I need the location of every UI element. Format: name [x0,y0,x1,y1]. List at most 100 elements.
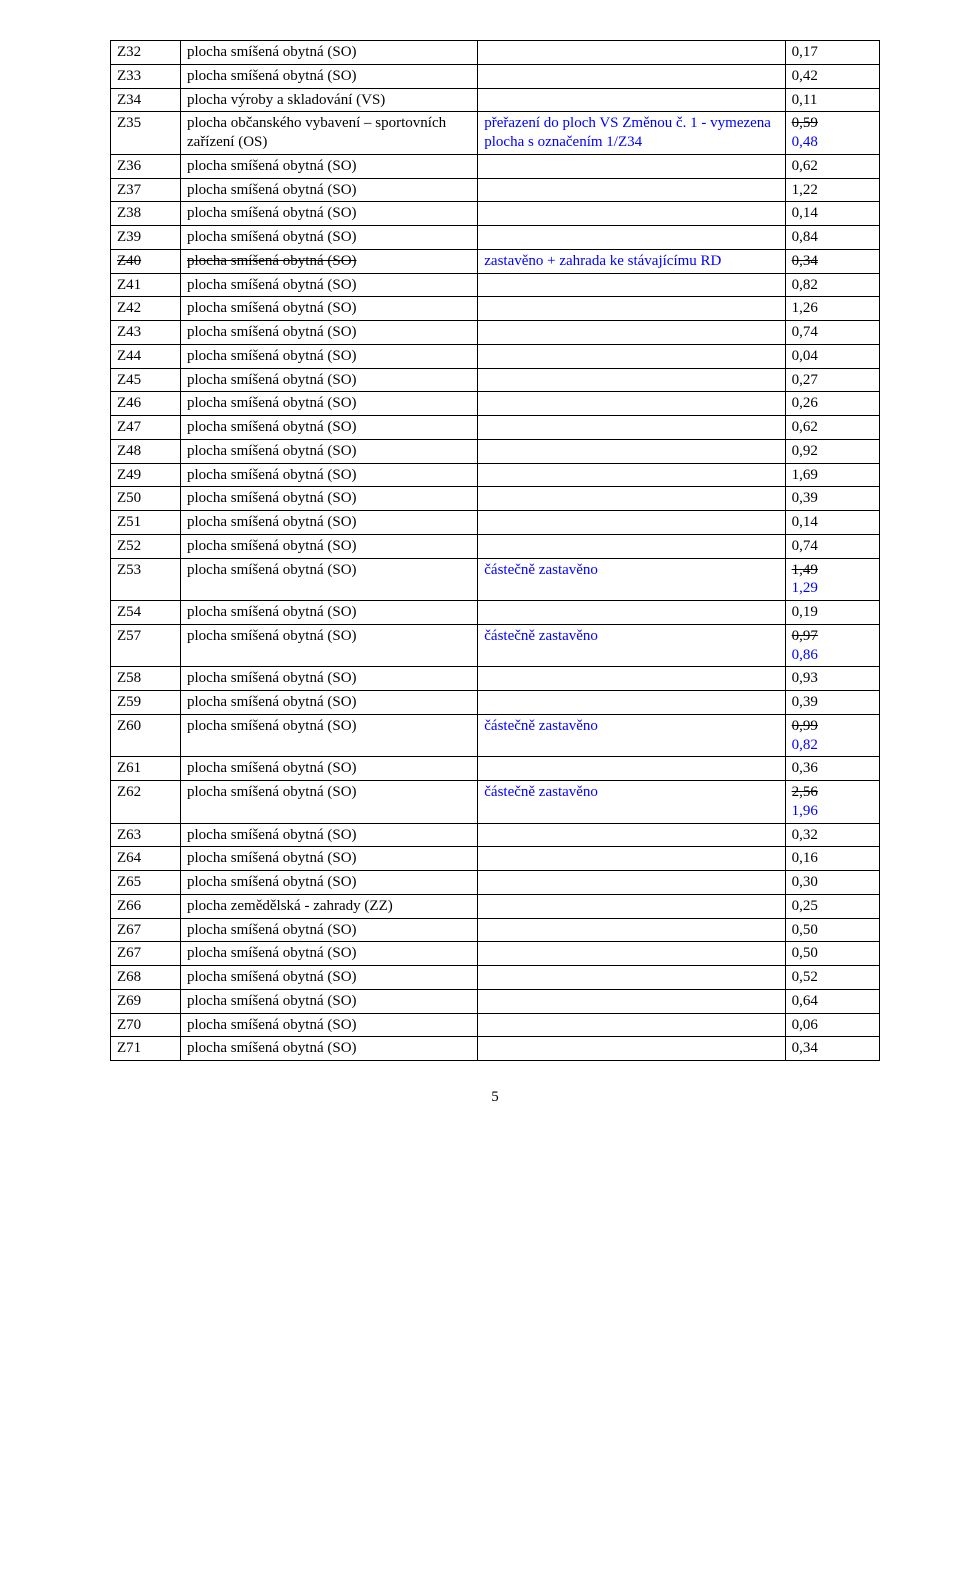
cell-note: částečně zastavěno [478,624,785,667]
note-text: částečně zastavěno [484,562,598,578]
code-text: Z42 [117,300,141,316]
cell-desc: plocha smíšená obytná (SO) [181,781,478,824]
cell-code: Z38 [111,202,181,226]
cell-code: Z50 [111,487,181,511]
cell-code: Z33 [111,64,181,88]
cell-note [478,88,785,112]
table-row: Z71plocha smíšená obytná (SO) 0,34 [111,1037,880,1061]
code-text: Z50 [117,490,141,506]
cell-note: částečně zastavěno [478,714,785,757]
value-text: 0,92 [792,443,818,459]
desc-text: plocha smíšená obytná (SO) [187,205,357,221]
cell-desc: plocha smíšená obytná (SO) [181,202,478,226]
table-row: Z43 plocha smíšená obytná (SO) 0,74 [111,321,880,345]
desc-text: plocha občanského vybavení – sportovních… [187,115,446,150]
value-text: 0,14 [792,205,818,221]
desc-text: plocha smíšená obytná (SO) [187,562,357,578]
desc-text: plocha smíšená obytná (SO) [187,718,357,734]
desc-text: plocha výroby a skladování (VS) [187,92,385,108]
table-row: Z41plocha smíšená obytná (SO)0,82 [111,273,880,297]
cell-note [478,321,785,345]
cell-note [478,757,785,781]
code-text: Z47 [117,419,141,435]
cell-note [478,1013,785,1037]
code-text: Z35 [117,115,141,131]
table-row: Z34plocha výroby a skladování (VS)0,11 [111,88,880,112]
desc-text: plocha smíšená obytná (SO) [187,490,357,506]
value-text: 0,25 [792,898,818,914]
desc-text: plocha smíšená obytná (SO) [187,628,357,644]
cell-desc: plocha smíšená obytná (SO) [181,226,478,250]
table-row: Z59plocha smíšená obytná (SO)0,39 [111,691,880,715]
value-text: 0,97 [792,628,818,644]
table-row: Z52plocha smíšená obytná (SO)0,74 [111,534,880,558]
cell-note [478,894,785,918]
code-text: Z66 [117,898,141,914]
note-text: přeřazení do ploch VS Změnou č. 1 - vyme… [484,115,771,150]
note-text: částečně zastavěno [484,628,598,644]
table-row: Z65plocha smíšená obytná (SO)0,30 [111,871,880,895]
table-row: Z51plocha smíšená obytná (SO) 0,14 [111,511,880,535]
code-text: Z48 [117,443,141,459]
value-text: 2,56 [792,784,818,800]
cell-desc: plocha smíšená obytná (SO) [181,1037,478,1061]
cell-code: Z64 [111,847,181,871]
value-text: 0,62 [792,419,818,435]
value-text: 0,14 [792,514,818,530]
cell-value: 0,970,86 [785,624,879,667]
cell-code: Z51 [111,511,181,535]
code-text: Z36 [117,158,141,174]
code-text: Z40 [117,253,141,269]
cell-value: 0,06 [785,1013,879,1037]
desc-text: plocha zemědělská - zahrady (ZZ) [187,898,393,914]
cell-desc: plocha smíšená obytná (SO) [181,942,478,966]
cell-code: Z71 [111,1037,181,1061]
cell-note [478,368,785,392]
value-text: 0,27 [792,372,818,388]
note-text: zastavěno + zahrada ke stávajícímu RD [484,253,721,269]
value-text: 0,11 [792,92,818,108]
desc-text: plocha smíšená obytná (SO) [187,324,357,340]
code-text: Z37 [117,182,141,198]
cell-code: Z35 [111,112,181,155]
cell-code: Z58 [111,667,181,691]
cell-desc: plocha smíšená obytná (SO) [181,463,478,487]
cell-value: 1,69 [785,463,879,487]
cell-value: 0,62 [785,154,879,178]
code-text: Z62 [117,784,141,800]
cell-value: 1,26 [785,297,879,321]
code-text: Z58 [117,670,141,686]
code-text: Z65 [117,874,141,890]
code-text: Z67 [117,922,141,938]
cell-note: zastavěno + zahrada ke stávajícímu RD [478,249,785,273]
cell-value: 0,50 [785,942,879,966]
cell-value: 0,74 [785,321,879,345]
cell-value: 0,17 [785,41,879,65]
code-text: Z39 [117,229,141,245]
cell-code: Z59 [111,691,181,715]
code-text: Z53 [117,562,141,578]
value-text: 0,34 [792,1040,818,1056]
cell-note [478,41,785,65]
desc-text: plocha smíšená obytná (SO) [187,395,357,411]
table-row: Z60plocha smíšená obytná (SO)částečně za… [111,714,880,757]
cell-code: Z54 [111,601,181,625]
cell-desc: plocha smíšená obytná (SO) [181,847,478,871]
cell-code: Z68 [111,966,181,990]
value-text: 0,74 [792,538,818,554]
desc-text: plocha smíšená obytná (SO) [187,784,357,800]
cell-code: Z49 [111,463,181,487]
cell-value: 0,36 [785,757,879,781]
code-text: Z59 [117,694,141,710]
cell-note [478,439,785,463]
desc-text: plocha smíšená obytná (SO) [187,827,357,843]
cell-desc: plocha smíšená obytná (SO) [181,511,478,535]
cell-code: Z62 [111,781,181,824]
cell-desc: plocha smíšená obytná (SO) [181,178,478,202]
cell-note [478,601,785,625]
code-text: Z61 [117,760,141,776]
cell-desc: plocha smíšená obytná (SO) [181,487,478,511]
cell-code: Z45 [111,368,181,392]
code-text: Z46 [117,395,141,411]
cell-code: Z43 [111,321,181,345]
